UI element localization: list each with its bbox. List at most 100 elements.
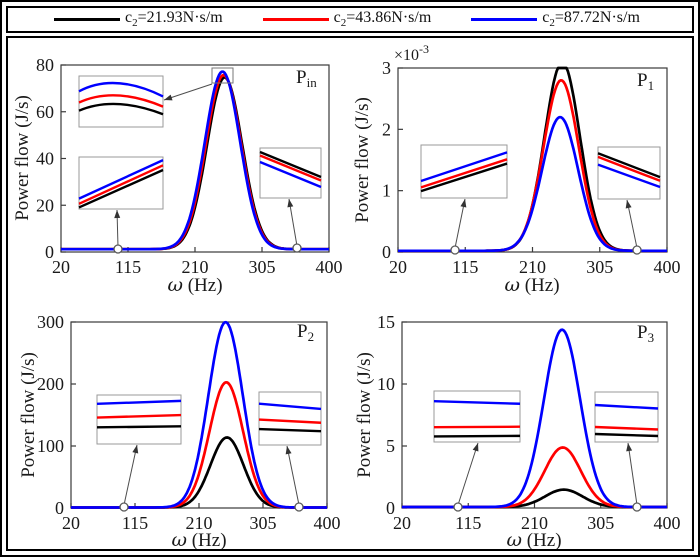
y-tick-label: 0: [55, 498, 64, 518]
inset-pointer-arrowhead: [287, 199, 294, 208]
inset-pointer-line: [454, 198, 466, 249]
x-tick-label: 115: [122, 513, 148, 533]
legend-label: c2=43.86N·s/m: [333, 9, 432, 30]
subplot-title-p2: P2: [297, 321, 314, 344]
inset-series-line: [258, 427, 322, 433]
inset-series-line: [420, 151, 508, 183]
inset-series-line: [433, 400, 521, 405]
legend-line-sample: [471, 18, 538, 21]
x-axis-label: ω (Hz): [167, 274, 222, 296]
inset-series-line: [597, 163, 661, 189]
y-tick-label: 100: [37, 436, 64, 456]
inset-series-line: [594, 432, 659, 438]
inset-series-line: [259, 160, 322, 189]
y-tick-label: 300: [37, 312, 64, 332]
y-tick-label: 60: [36, 102, 54, 122]
y-axis-label: Power flow (J/s): [12, 95, 33, 221]
y-tick-label: 40: [36, 149, 54, 169]
inset-pointer-arrowhead: [164, 94, 173, 101]
y-tick-label: 0: [386, 498, 395, 518]
x-tick-label: 20: [52, 257, 70, 277]
inset-series-line: [96, 399, 182, 406]
y-axis-label: Power flow (J/s): [352, 97, 373, 223]
legend-line-sample: [262, 18, 329, 21]
x-tick-label: 20: [393, 513, 411, 533]
subplot-p1: 20 115 210 305 400 0 1 2 3 Power flow (J/s) ω (Hz)…: [352, 42, 681, 296]
subplot-title-p1: P1: [637, 70, 654, 93]
series-curve-p3: [402, 328, 667, 509]
series-curve-p1: [398, 115, 667, 253]
inset-series-line: [597, 155, 661, 182]
subplot-title-pin: Pin: [296, 67, 317, 90]
inset-series-line: [78, 164, 164, 205]
subplot-p2: 20 115 210 305 400 0 100 200 300 Power flow (J/s)…: [18, 312, 341, 549]
inset-series-line: [78, 159, 164, 200]
inset-pointer-line: [626, 199, 638, 249]
inset-series-line: [594, 425, 659, 431]
inset-series-line: [258, 418, 322, 424]
y-tick-label: 0: [45, 242, 54, 262]
x-tick-label: 115: [452, 257, 478, 277]
y-tick-label: 1: [382, 181, 391, 201]
inset-pointer-arrowhead: [132, 445, 139, 454]
inset-pointer-line: [163, 83, 213, 101]
peak-zoom-rect: [211, 67, 234, 84]
inset-pointer-arrowhead: [285, 446, 292, 455]
inset-pointer-line: [123, 444, 138, 506]
inset-series-line: [96, 413, 182, 419]
inset-series-line: [594, 403, 659, 410]
legend: c2=21.93N·s/m c2=43.86N·s/m c2=87.72N·s/m: [6, 6, 694, 33]
inset-series-line: [259, 154, 322, 182]
zoom-inset-box: [420, 144, 508, 199]
y-tick-label: 5: [386, 436, 395, 456]
plot-grid: 20 115 210 305 400 0 20 40 60 80 Power flow (J/s) ω…: [6, 36, 694, 551]
x-tick-label: 305: [586, 257, 613, 277]
y-tick-label: 20: [36, 195, 54, 215]
inset-pointer-arrowhead: [114, 210, 121, 219]
inset-pointer-line: [286, 445, 300, 506]
y-axis-label: Power flow (J/s): [18, 352, 39, 478]
inset-series-line: [433, 434, 521, 438]
series-curve-pin: [61, 70, 329, 251]
subplot-title-p3: P3: [637, 322, 654, 345]
x-tick-label: 305: [250, 513, 277, 533]
legend-item-2: c2=87.72N·s/m: [471, 9, 640, 30]
x-axis-label: ω (Hz): [504, 274, 559, 296]
inset-series-line: [78, 81, 164, 98]
zoom-source-marker: [119, 502, 129, 512]
zoom-inset-box: [258, 391, 322, 446]
inset-series-line: [259, 150, 322, 179]
y-tick-label: 200: [37, 374, 64, 394]
legend-line-sample: [54, 18, 120, 21]
inset-pointer-arrowhead: [460, 199, 467, 208]
zoom-source-marker: [292, 243, 302, 253]
zoom-source-marker: [632, 245, 642, 255]
x-tick-label: 115: [115, 257, 141, 277]
x-tick-label: 400: [316, 257, 343, 277]
legend-item-1: c2=43.86N·s/m: [262, 9, 432, 30]
zoom-source-marker: [450, 245, 460, 255]
y-tick-label: 0: [382, 242, 391, 262]
inset-pointer-arrowhead: [472, 443, 479, 452]
zoom-source-marker: [294, 502, 304, 512]
zoom-source-marker: [113, 244, 123, 254]
inset-series-line: [433, 425, 521, 429]
inset-series-line: [258, 402, 322, 411]
legend-label: c2=87.72N·s/m: [542, 9, 640, 30]
inset-series-line: [96, 425, 182, 429]
x-tick-label: 400: [654, 257, 681, 277]
y-axis-exponent-label: ×10-3: [394, 42, 429, 64]
y-tick-label: 3: [382, 58, 391, 78]
inset-series-line: [597, 152, 661, 179]
inset-series-line: [78, 94, 164, 108]
x-tick-label: 400: [654, 513, 681, 533]
zoom-source-marker: [453, 502, 463, 512]
inset-series-line: [420, 158, 508, 189]
y-tick-label: 10: [377, 374, 395, 394]
legend-item-0: c2=21.93N·s/m: [54, 9, 223, 30]
inset-series-line: [78, 102, 164, 116]
x-tick-label: 20: [62, 513, 80, 533]
inset-pointer-arrowhead: [625, 200, 632, 209]
